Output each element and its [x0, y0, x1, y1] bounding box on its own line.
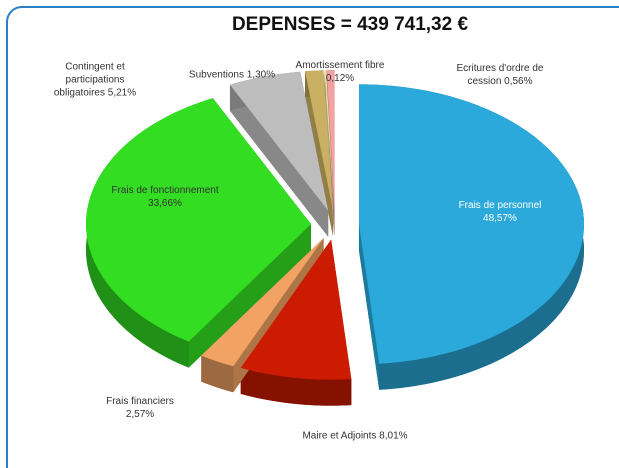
- slice-wall: [305, 71, 333, 237]
- slice-label: Frais de fonctionnement 33,66%: [110, 184, 220, 210]
- value-label: 0,12%: [325, 73, 355, 84]
- frame: [6, 6, 619, 468]
- slice-wall: [358, 224, 380, 390]
- category-name: Frais financiers: [106, 396, 174, 407]
- slice: [326, 70, 335, 211]
- value-label: 0,56%: [504, 76, 533, 87]
- slice-tops: [86, 70, 584, 380]
- category-name: Subventions: [188, 69, 244, 81]
- slice-rim: [240, 367, 352, 406]
- slice: [201, 238, 324, 367]
- value-label: 1,30%: [246, 69, 276, 81]
- category-name: Amortissement fibre: [295, 60, 385, 71]
- slice: [86, 98, 312, 342]
- category-name: Frais de personnel: [458, 200, 542, 211]
- slice-label: Subventions 1,30%: [162, 69, 302, 82]
- slice: [305, 70, 333, 211]
- category-name: Maire et Adjoints: [302, 430, 377, 442]
- slice: [229, 71, 329, 211]
- slice-rim: [201, 355, 234, 393]
- slice-label: Frais de personnel 48,57%: [445, 199, 555, 225]
- slice: [358, 84, 584, 364]
- value-label: 8,01%: [379, 430, 408, 442]
- category-name: Contingent et participations obligatoire…: [53, 61, 125, 99]
- slice-wall: [188, 224, 312, 368]
- slice: [240, 239, 352, 380]
- value-label: 33,66%: [148, 198, 182, 209]
- slice-label: Amortissement fibre 0,12%: [295, 59, 385, 85]
- slice: [324, 70, 335, 211]
- chart-title: DEPENSES = 439 741,32 €: [231, 14, 469, 35]
- slice-label: Ecritures d'ordre de cession 0,56%: [440, 62, 560, 88]
- slice-wall: [229, 84, 329, 237]
- slice-label: Frais financiers 2,57%: [95, 395, 185, 421]
- value-label: 48,57%: [483, 213, 517, 224]
- category-name: Frais de fonctionnement: [111, 185, 219, 196]
- slice-label: Contingent et participations obligatoire…: [40, 61, 150, 100]
- value-label: 5,21%: [107, 87, 137, 99]
- value-label: 2,57%: [125, 409, 155, 420]
- category-name: Ecritures d'ordre de cession: [456, 63, 544, 87]
- slice-label: Maire et Adjoints 8,01%: [300, 430, 410, 443]
